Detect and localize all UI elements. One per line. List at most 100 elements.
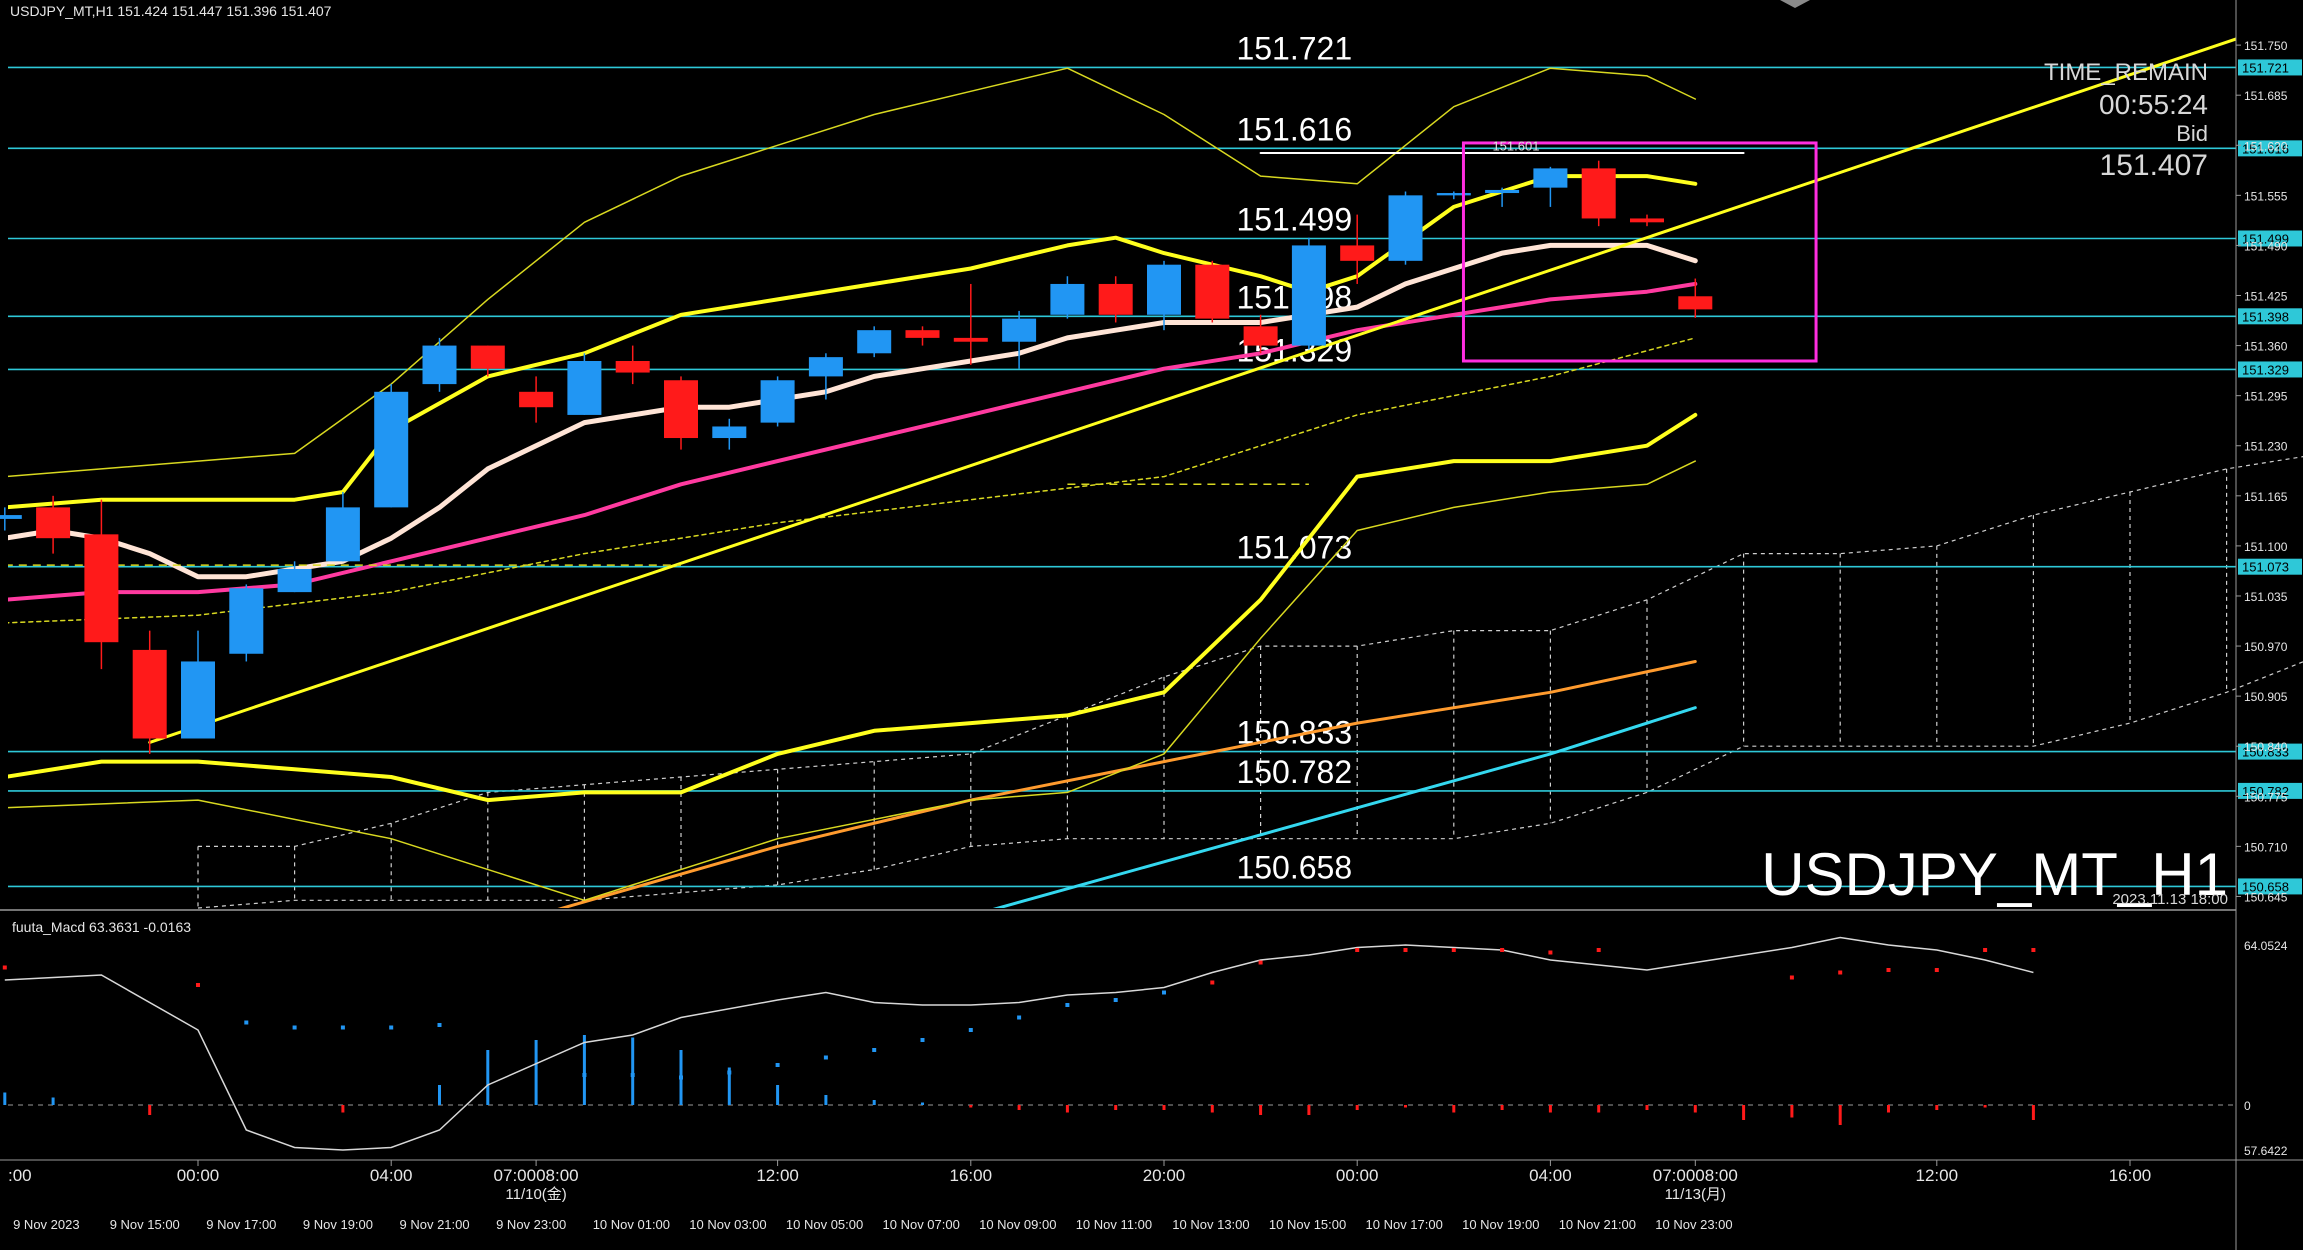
horizontal-levels: 151.721151.721151.616151.616151.499151.4… <box>8 30 2302 895</box>
time-tick-label: 16:00 <box>950 1166 993 1185</box>
candle-bear <box>1243 326 1278 346</box>
price-tick-label: 150.905 <box>2244 690 2288 704</box>
candle-bull <box>1291 245 1326 346</box>
macd-dot <box>1355 948 1360 952</box>
macd-dot <box>244 1020 249 1025</box>
price-tick-label: 151.555 <box>2244 189 2288 203</box>
candle-bear <box>132 649 167 739</box>
macd-dot <box>1162 990 1166 995</box>
candle-bull <box>1436 193 1471 196</box>
bottom-time-label: 10 Nov 19:00 <box>1462 1217 1539 1232</box>
candle-bull <box>808 357 843 377</box>
bottom-time-label: 9 Nov 19:00 <box>303 1217 373 1232</box>
bottom-time-label: 10 Nov 23:00 <box>1655 1217 1732 1232</box>
highlight-box <box>1461 141 1818 363</box>
macd-dot <box>1500 948 1505 952</box>
time-tick-label: 12:00 <box>1916 1166 1959 1185</box>
macd-dot <box>1886 968 1891 972</box>
macd-dot <box>1596 948 1601 952</box>
macd-dot <box>1403 948 1408 952</box>
price-tick-label: 151.035 <box>2244 590 2288 604</box>
level-axis-tag <box>2238 878 2302 895</box>
candle-bear <box>953 337 988 342</box>
level-axis-tag <box>2238 230 2302 247</box>
price-tick-label: 151.425 <box>2244 290 2288 304</box>
price-tick-label: 150.970 <box>2244 640 2288 654</box>
level-axis-tag <box>2238 361 2302 378</box>
bottom-time-label: 10 Nov 21:00 <box>1559 1217 1636 1232</box>
bottom-time-label: 10 Nov 15:00 <box>1269 1217 1346 1232</box>
macd-dot <box>1017 1015 1022 1020</box>
macd-dot <box>340 1025 345 1030</box>
price-tick-label: 151.685 <box>2244 89 2288 103</box>
time-tick-label: 00:00 <box>177 1166 220 1185</box>
series-bb_lower_2 <box>8 412 1698 803</box>
candle-bear <box>84 534 119 643</box>
candle-bull <box>857 330 892 354</box>
candle-bull <box>229 588 264 654</box>
time-tick-label: :00 <box>8 1166 32 1185</box>
macd-subwindow: 64.0524 0 57.6422 <box>2 936 2288 1158</box>
series-bb_mid <box>8 337 1697 624</box>
scroll-marker-icon <box>1780 0 1810 8</box>
bottom-time-label: 9 Nov 21:00 <box>400 1217 470 1232</box>
macd-dot <box>679 1075 683 1080</box>
bottom-time-label: 10 Nov 07:00 <box>883 1217 960 1232</box>
price-tick-label: 150.710 <box>2244 840 2288 854</box>
macd-dot <box>1838 970 1843 975</box>
series-bb_upper_3 <box>8 67 1697 478</box>
price-tick-label: 151.750 <box>2244 39 2288 53</box>
level-axis-tag-text: 151.499 <box>2242 231 2289 246</box>
level-label: 151.721 <box>1236 30 1352 66</box>
price-tick-label: 151.360 <box>2244 340 2288 354</box>
level-axis-tag-text: 151.398 <box>2242 309 2289 324</box>
bid-value: 151.407 <box>2100 149 2208 182</box>
candle-bear <box>1630 218 1664 223</box>
series-bb_lower_3 <box>8 460 1697 902</box>
macd-dot <box>872 1048 877 1052</box>
symbol-watermark: USDJPY_MT_H1 <box>1761 841 2228 908</box>
candle-bear <box>1098 283 1133 315</box>
time-remain-label: TIME_REMAIN <box>2044 59 2208 86</box>
candle-bull <box>277 569 312 593</box>
macd-axis-label: 64.0524 <box>2244 939 2288 953</box>
macd-axis-label: 57.6422 <box>2244 1144 2288 1158</box>
candle-bull <box>1147 264 1181 315</box>
macd-header-info: fuuta_Macd 63.3631 -0.0163 <box>12 919 191 935</box>
candle-bear <box>36 507 71 539</box>
bottom-time-label: 9 Nov 2023 <box>13 1217 80 1232</box>
candle-bull <box>1388 195 1423 261</box>
macd-dot <box>968 1028 973 1032</box>
bottom-time-label: 9 Nov 17:00 <box>206 1217 276 1232</box>
macd-dot <box>920 1038 925 1042</box>
macd-dot <box>1065 1003 1070 1007</box>
price-tick-label: 150.645 <box>2244 890 2288 904</box>
time-axis: :00 00:00 04:00 07:0008:00 12:00 16:00 20:00 00… <box>8 1160 2151 1232</box>
level-label: 150.658 <box>1236 849 1352 885</box>
macd-dot <box>630 1073 635 1077</box>
bottom-time-label: 10 Nov 09:00 <box>979 1217 1056 1232</box>
level-axis-tag <box>2238 743 2302 760</box>
series-trend_line <box>148 37 2236 744</box>
time-remain-value: 00:55:24 <box>2099 89 2208 120</box>
level-label: 151.073 <box>1236 530 1352 566</box>
ichimoku-cloud <box>197 456 2303 909</box>
level-axis-tag-text: 151.329 <box>2242 362 2289 377</box>
candle-bull <box>374 391 409 508</box>
macd-dot <box>1789 975 1794 980</box>
macd-dot <box>1258 960 1263 965</box>
candle-bear <box>905 330 940 338</box>
level-axis-tag <box>2238 140 2302 157</box>
candle-bear <box>1678 296 1713 310</box>
macd-dot <box>2 965 7 970</box>
timestamp-label: 2023.11.13 18:00 <box>2112 891 2228 908</box>
candle-bull <box>1533 168 1568 188</box>
macd-dot <box>1548 950 1553 955</box>
candle-bull <box>325 507 360 562</box>
date-label: 11/10(金) <box>505 1186 566 1203</box>
candle-bull <box>1050 283 1085 315</box>
bottom-time-label: 10 Nov 03:00 <box>689 1217 766 1232</box>
candle-bear <box>1581 168 1616 219</box>
